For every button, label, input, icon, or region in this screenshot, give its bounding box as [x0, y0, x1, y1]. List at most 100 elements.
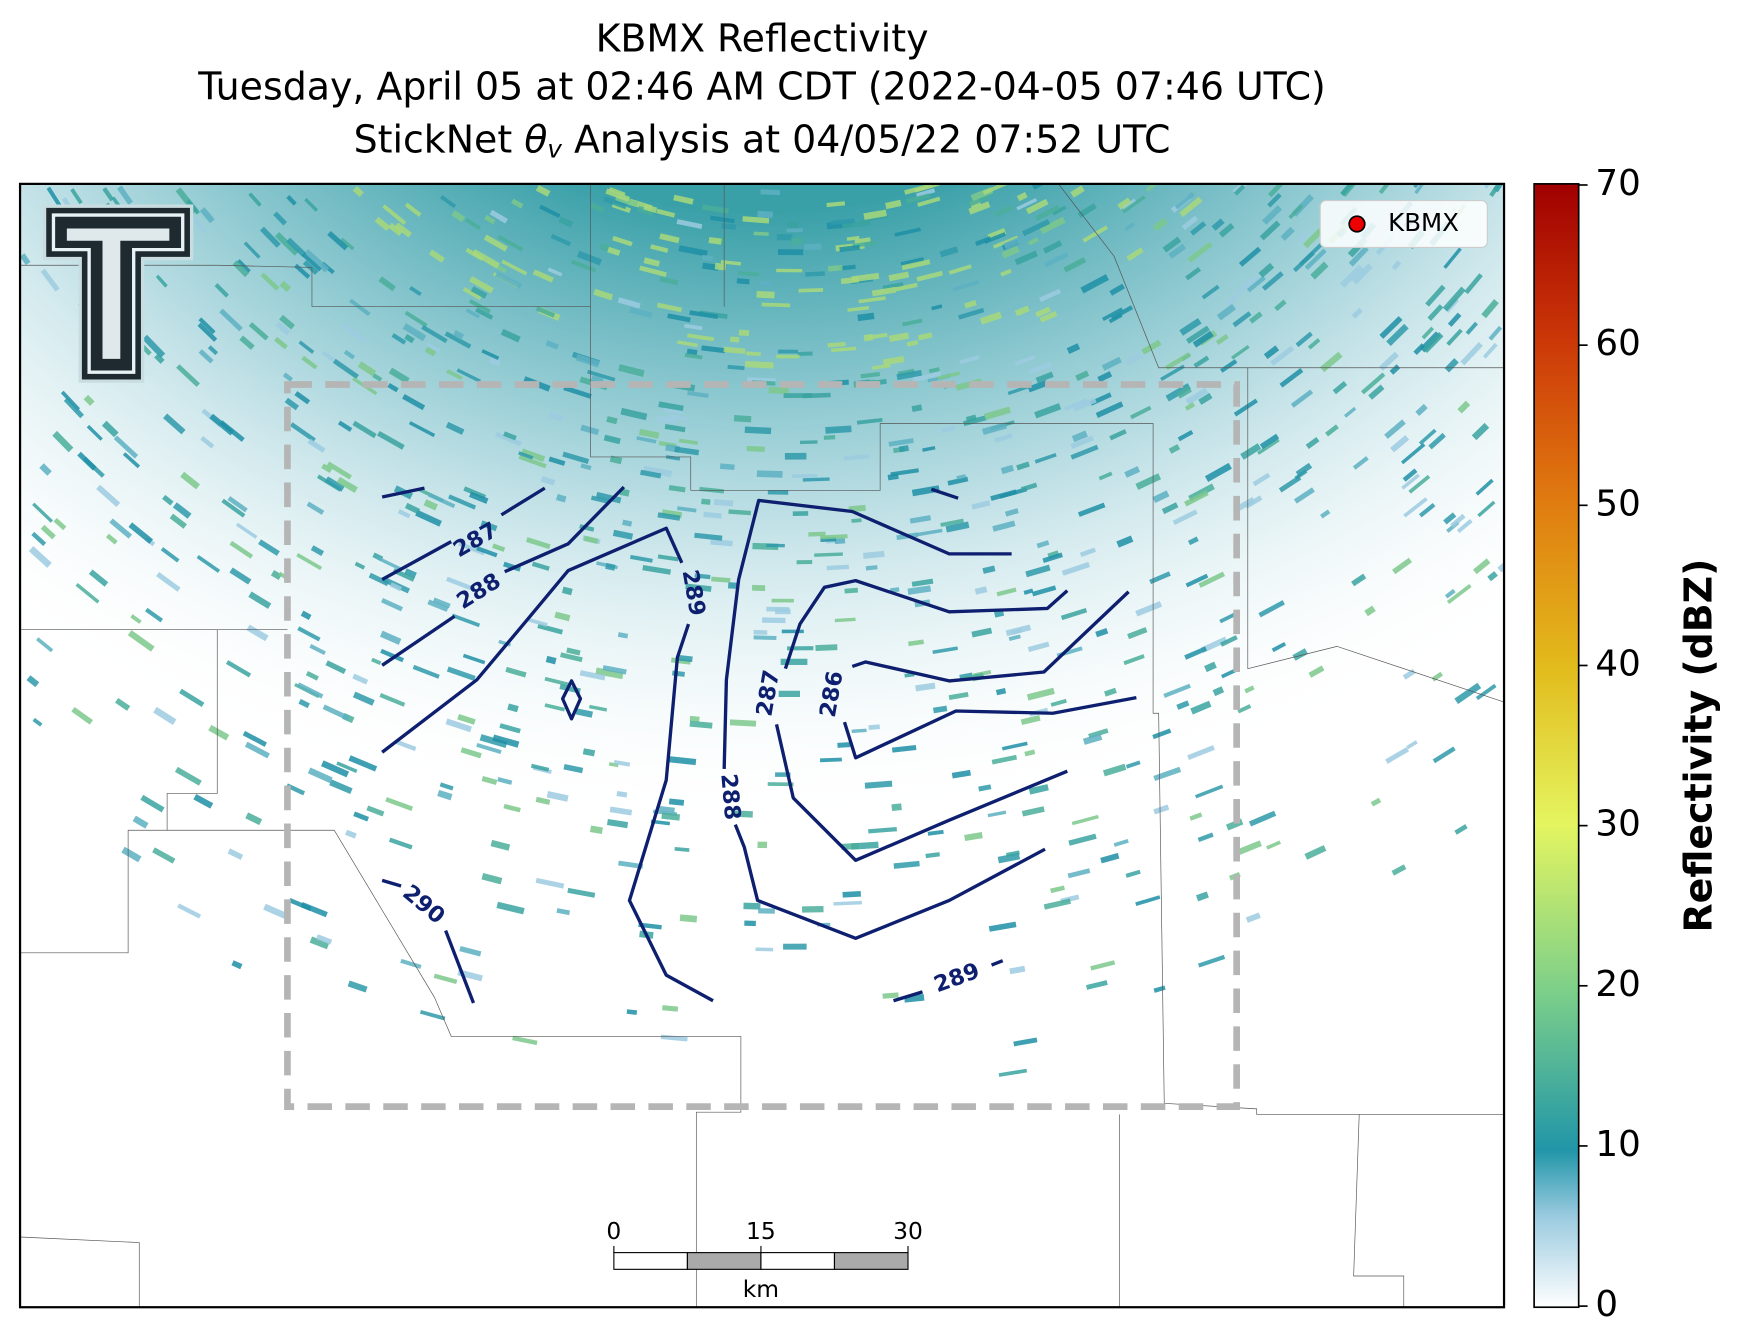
- echo: [214, 283, 229, 298]
- echo: [1116, 535, 1134, 548]
- echo: [1016, 197, 1038, 211]
- echo: [864, 780, 893, 789]
- echo: [567, 887, 596, 898]
- echo: [63, 397, 84, 419]
- echo: [1246, 275, 1266, 293]
- echo: [636, 436, 657, 444]
- echo: [1339, 264, 1364, 288]
- echo: [603, 196, 627, 210]
- echo: [727, 364, 745, 371]
- echo: [548, 411, 564, 422]
- echo: [912, 371, 942, 382]
- echo: [343, 349, 355, 360]
- echo: [582, 748, 596, 757]
- echo: [245, 812, 263, 826]
- colorbar-tick-label: 60: [1595, 323, 1640, 364]
- echo: [1042, 240, 1063, 254]
- echo: [379, 630, 402, 645]
- echo: [1126, 247, 1144, 262]
- legend: KBMX: [1319, 200, 1488, 248]
- echo: [404, 310, 428, 328]
- echo: [893, 860, 920, 869]
- echo: [638, 428, 660, 439]
- subtitle: Tuesday, April 05 at 02:46 AM CDT (2022-…: [197, 65, 1326, 109]
- echo: [1125, 352, 1143, 366]
- echo: [469, 491, 489, 504]
- echo: [554, 611, 571, 622]
- colorbar: [1533, 183, 1580, 1309]
- echo: [1082, 733, 1103, 745]
- echo: [678, 245, 708, 257]
- echo: [1418, 503, 1436, 518]
- echo: [1009, 965, 1026, 975]
- analysis-prefix: StickNet: [354, 117, 525, 161]
- echo: [650, 819, 671, 826]
- echo: [1185, 267, 1201, 281]
- echo: [1218, 222, 1235, 238]
- echo: [673, 194, 694, 205]
- echo: [729, 336, 740, 343]
- echo: [1070, 435, 1095, 449]
- echo: [787, 221, 799, 228]
- echo: [286, 237, 307, 258]
- echo: [479, 734, 508, 748]
- echo: [868, 826, 897, 834]
- echo: [1361, 372, 1386, 395]
- echo: [231, 960, 243, 970]
- echo: [687, 333, 715, 342]
- echo: [531, 561, 550, 571]
- echo: [1135, 601, 1163, 617]
- echo: [790, 237, 803, 245]
- echo: [746, 351, 761, 357]
- echo: [990, 489, 1017, 501]
- echo: [1028, 237, 1039, 246]
- echo: [662, 407, 684, 415]
- echo: [1390, 435, 1410, 453]
- echo: [858, 296, 886, 304]
- echo: [1020, 715, 1041, 726]
- echo: [348, 755, 378, 772]
- echo: [894, 227, 921, 237]
- contour-line: [930, 487, 959, 500]
- echo: [998, 1068, 1028, 1077]
- echo: [1288, 204, 1304, 220]
- echo: [402, 323, 427, 342]
- echo: [928, 367, 940, 374]
- echo: [659, 233, 680, 244]
- echo: [1109, 429, 1127, 441]
- echo: [659, 806, 675, 813]
- echo: [130, 614, 142, 624]
- echo: [656, 208, 676, 218]
- echo: [767, 782, 794, 787]
- echo: [490, 839, 511, 851]
- echo: [605, 188, 631, 202]
- echo: [388, 837, 413, 850]
- echo: [540, 476, 556, 486]
- echo: [227, 496, 248, 513]
- echo: [340, 322, 367, 344]
- echo: [839, 245, 860, 252]
- echo: [394, 222, 412, 238]
- echo: [484, 214, 496, 225]
- echo: [1082, 225, 1109, 243]
- echo: [357, 361, 377, 377]
- echo: [1413, 343, 1426, 356]
- echo: [481, 873, 503, 885]
- echo: [320, 760, 350, 778]
- echo: [1025, 564, 1051, 578]
- echo: [160, 547, 180, 563]
- echo: [640, 469, 662, 479]
- echo: [839, 264, 856, 271]
- echo: [1077, 203, 1097, 218]
- echo: [378, 276, 396, 292]
- echo: [687, 390, 709, 398]
- echo: [1267, 192, 1282, 208]
- echo: [677, 506, 697, 513]
- echo: [409, 285, 422, 297]
- echo: [1066, 343, 1081, 354]
- echo: [1165, 352, 1191, 371]
- echo: [618, 860, 644, 869]
- echo: [545, 340, 559, 350]
- echo: [1152, 490, 1170, 504]
- echo: [1025, 198, 1049, 215]
